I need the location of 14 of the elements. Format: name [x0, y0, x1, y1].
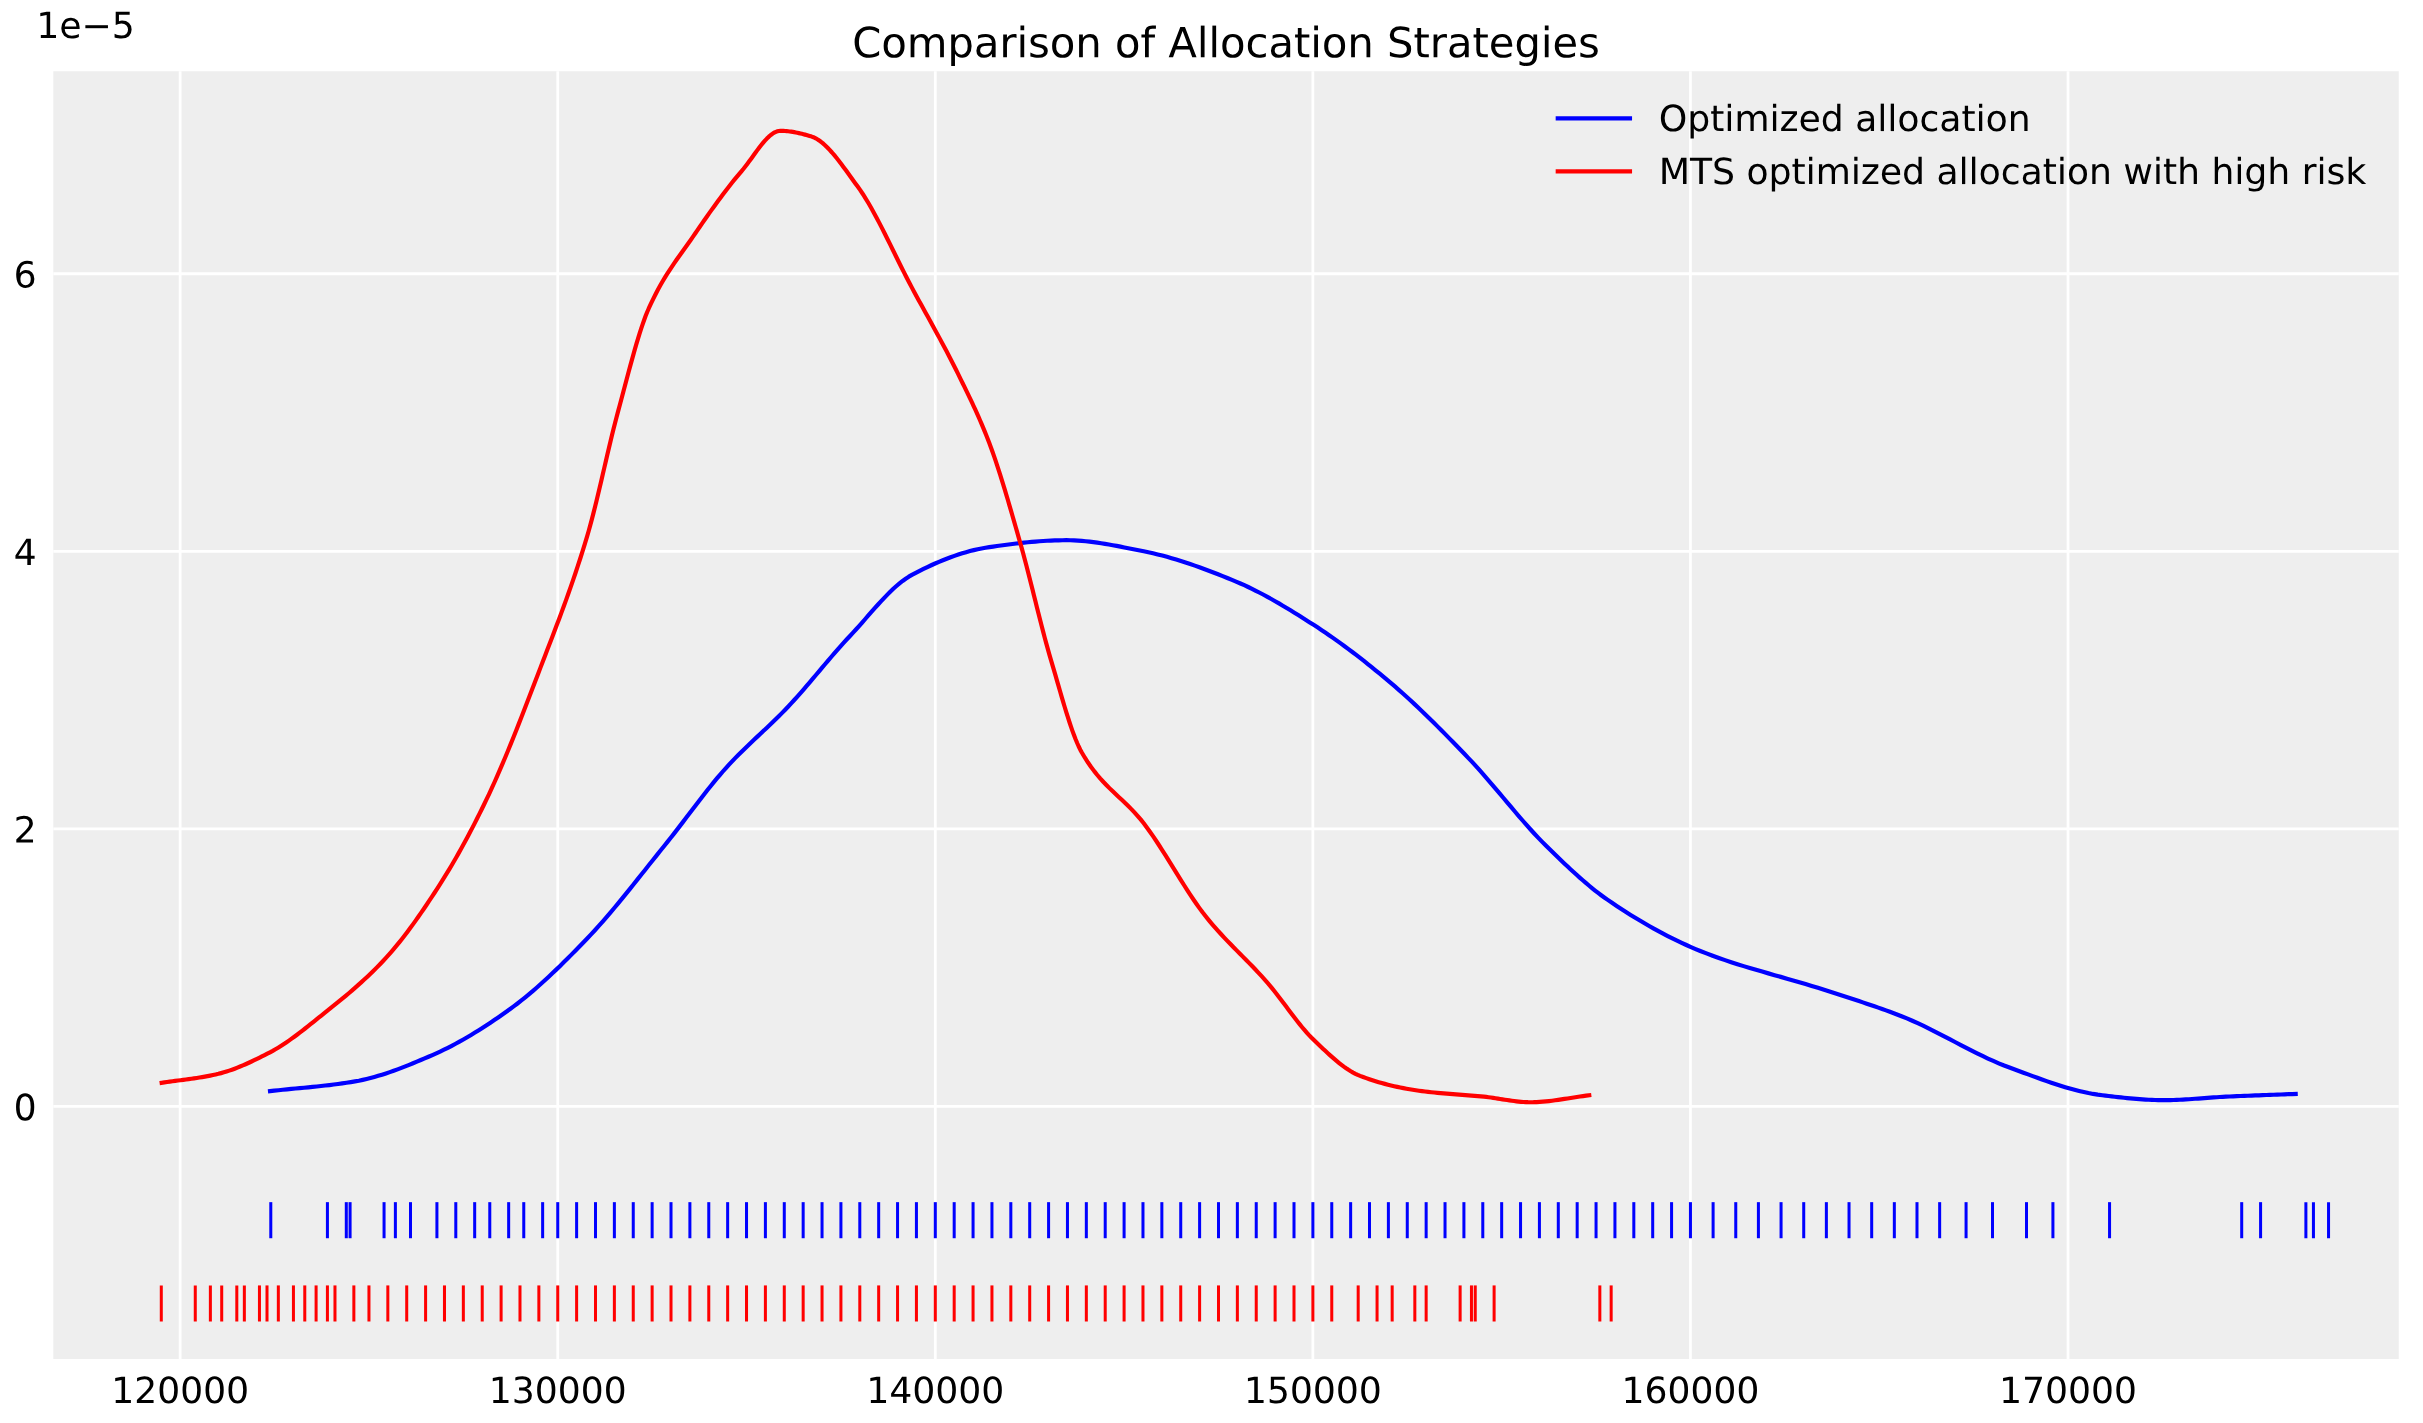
y-tick-label: 4 — [15, 538, 35, 566]
x-tick-label: 130000 — [492, 1376, 625, 1404]
chart-title: Comparison of Allocation Strategies — [854, 25, 1598, 66]
text: 1e−5 — [40, 11, 132, 39]
y-tick-label: 0 — [16, 1093, 35, 1121]
legend-label: Optimized allocation — [1660, 103, 2028, 139]
y-tick-label: 6 — [16, 260, 35, 288]
x-tick-label: 140000 — [870, 1376, 1002, 1404]
x-tick-label: 160000 — [1625, 1376, 1757, 1404]
x-tick-label: 170000 — [2003, 1376, 2135, 1404]
x-tick-label: 120000 — [115, 1376, 247, 1404]
legend-label: MTS optimized allocation with high risk — [1662, 156, 2367, 192]
y-tick-label: 2 — [16, 815, 34, 843]
x-tick-label: 150000 — [1247, 1376, 1380, 1404]
